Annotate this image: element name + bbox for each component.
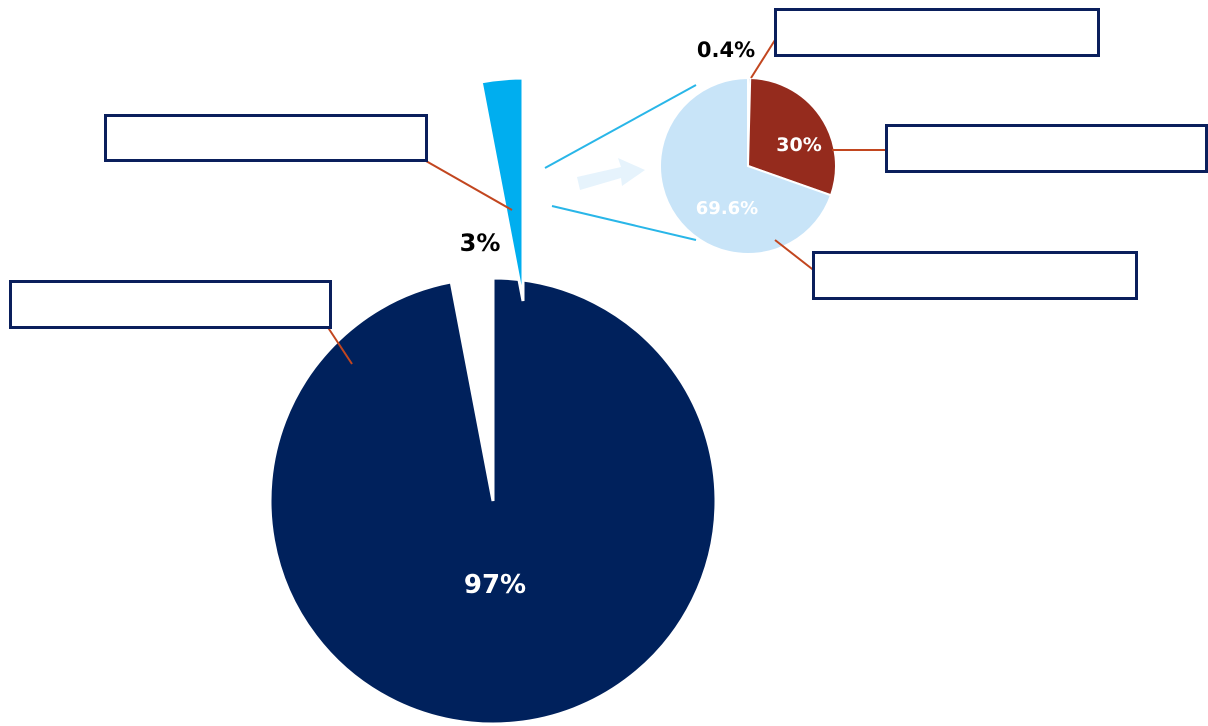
category-box-main <box>9 280 332 329</box>
connector-line-bottom <box>551 205 697 241</box>
label-69-6pct: 69.6% <box>696 198 758 219</box>
label-3pct: 3% <box>460 229 501 257</box>
label-97pct: 97% <box>464 570 526 600</box>
connector-line-top <box>544 84 697 169</box>
secondary-pie <box>658 76 837 255</box>
label-0-4pct: 0.4% <box>697 38 755 62</box>
zoom-arrow-icon <box>577 158 645 190</box>
main-pie <box>268 76 718 726</box>
category-box-30pct <box>885 124 1208 173</box>
leader-lines <box>326 39 886 365</box>
leader-line-69-6pct <box>774 239 817 273</box>
secondary-pie-slice-1 <box>746 77 837 197</box>
secondary-pie-slice-2 <box>658 76 833 255</box>
category-box-3pct <box>104 114 428 162</box>
category-box-69-6pct <box>812 251 1138 300</box>
main-pie-slice-1 <box>479 76 525 302</box>
main-pie-slice-0 <box>268 276 718 726</box>
data-labels: 97% 3% 0.4% 30% 69.6% <box>460 38 822 600</box>
leader-line-main <box>326 325 353 365</box>
leader-line-0-4pct <box>750 39 776 79</box>
connector-lines <box>544 84 697 241</box>
category-box-0-4pct <box>774 8 1100 57</box>
label-30pct: 30% <box>776 134 821 156</box>
leader-line-3pct <box>425 160 513 211</box>
